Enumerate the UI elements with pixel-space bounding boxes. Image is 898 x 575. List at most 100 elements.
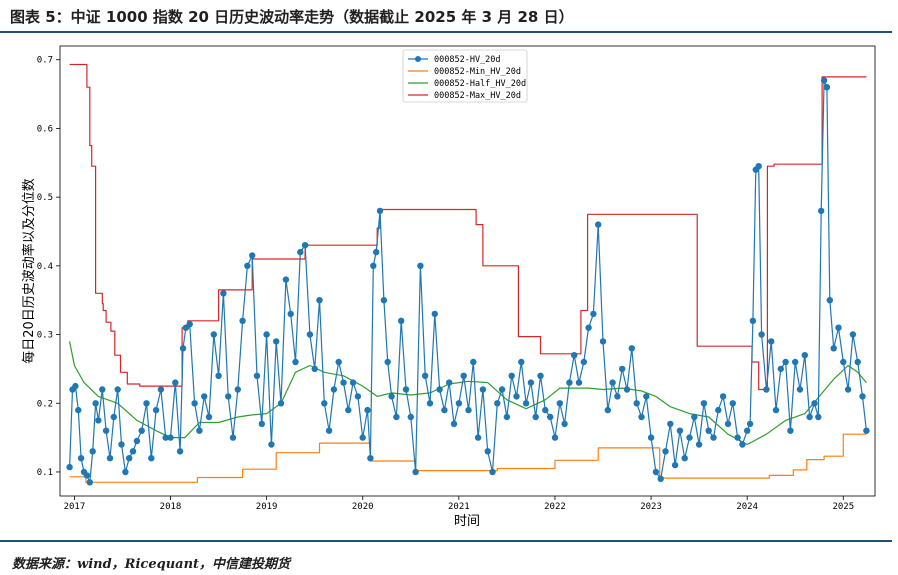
hv-point	[474, 434, 482, 441]
hv-point	[376, 207, 384, 215]
hv-point	[106, 455, 114, 462]
hv-point	[749, 317, 757, 324]
legend-label: 000852-Max_HV_20d	[434, 91, 521, 101]
y-tick-label: 0.3	[37, 331, 53, 341]
hv-point	[282, 276, 290, 283]
plot-area	[59, 45, 876, 497]
hv-point	[787, 427, 794, 434]
hv-point	[311, 365, 318, 373]
hv-point	[755, 163, 762, 170]
hv-point	[676, 427, 684, 434]
hv-point	[498, 386, 506, 393]
hv-point	[455, 400, 463, 407]
hv-point	[407, 413, 414, 421]
axis-ticks: 2017 2018 2019 2020 2021 2022 2023 2024 2025 0.1 0…	[37, 56, 854, 512]
hv-point	[460, 372, 467, 379]
hv-point	[724, 420, 732, 428]
y-tick-label: 0.5	[37, 193, 53, 203]
bottom-rule	[0, 540, 892, 542]
hv-point	[393, 413, 400, 421]
hv-point	[162, 434, 169, 441]
hv-point	[715, 406, 722, 414]
hv-point	[744, 427, 751, 434]
hv-point	[345, 406, 352, 414]
hv-point	[470, 358, 477, 366]
hv-point	[426, 400, 434, 407]
hv-point	[484, 448, 491, 455]
hv-point	[609, 379, 616, 386]
hv-point	[258, 420, 265, 428]
hv-point	[234, 386, 241, 393]
x-axis-label: 时间	[454, 514, 480, 529]
hv-point	[758, 331, 765, 338]
hv-point	[830, 345, 837, 352]
hv-point	[739, 441, 746, 448]
hv-point	[643, 393, 650, 400]
hv-point	[551, 434, 559, 441]
hv-point	[863, 427, 870, 434]
hv-point	[273, 338, 280, 345]
hv-point	[370, 262, 377, 269]
hv-point	[229, 434, 237, 441]
hv-point	[349, 379, 357, 386]
hv-point	[671, 461, 679, 469]
series-line-000852-Max_HV_20d	[69, 63, 867, 391]
hv-point	[801, 352, 808, 359]
hv-point	[143, 400, 150, 407]
hv-point	[686, 434, 693, 441]
hv-point	[729, 400, 736, 407]
hv-point	[99, 386, 106, 393]
hv-point	[494, 400, 501, 407]
x-tick-label: 2023	[640, 502, 662, 512]
hv-point	[590, 310, 597, 318]
hv-point	[691, 413, 698, 421]
hv-point	[734, 434, 741, 441]
hv-point	[854, 358, 861, 366]
hv-point	[537, 372, 544, 379]
hv-point	[465, 406, 472, 414]
data-source: 数据来源：wind，Ricequant，中信建投期货	[12, 557, 291, 572]
hv-point	[662, 448, 669, 455]
hv-point	[532, 413, 539, 421]
hv-point	[638, 413, 645, 421]
hv-point	[287, 310, 294, 318]
hv-point	[835, 324, 842, 331]
hv-point	[782, 358, 789, 366]
hv-point	[186, 321, 193, 328]
x-tick-label: 2019	[256, 502, 278, 512]
hv-point	[479, 386, 487, 393]
hv-point	[859, 393, 866, 400]
hv-point	[102, 427, 110, 434]
hv-point	[575, 379, 583, 386]
hv-point	[268, 441, 275, 448]
x-tick-label: 2021	[448, 502, 470, 512]
hv-point	[566, 379, 573, 386]
x-tick-label: 2024	[736, 502, 758, 512]
hv-point	[849, 331, 857, 338]
hv-point	[89, 448, 96, 455]
hv-point	[118, 441, 125, 448]
hv-point	[340, 379, 347, 386]
hv-point	[417, 262, 424, 269]
hv-point	[700, 400, 708, 407]
hv-point	[330, 386, 338, 393]
hv-point	[263, 331, 270, 338]
hv-point	[306, 331, 314, 338]
y-tick-label: 0.4	[37, 262, 53, 272]
hv-point	[542, 406, 549, 414]
hv-point	[705, 427, 712, 434]
top-rule	[0, 31, 892, 33]
hv-point	[422, 372, 429, 379]
hv-point	[450, 420, 458, 428]
hv-point	[77, 455, 85, 462]
legend-label: 000852-HV_20d	[434, 55, 501, 65]
hv-point	[657, 475, 664, 482]
series-group	[66, 63, 870, 486]
legend-label: 000852-Half_HV_20d	[434, 79, 526, 89]
hv-point	[384, 358, 391, 366]
hv-point	[92, 400, 99, 407]
hv-point	[820, 77, 828, 84]
y-tick-label: 0.6	[37, 124, 53, 134]
x-tick-label: 2018	[160, 502, 182, 512]
legend-label: 000852-Min_HV_20d	[434, 67, 521, 77]
